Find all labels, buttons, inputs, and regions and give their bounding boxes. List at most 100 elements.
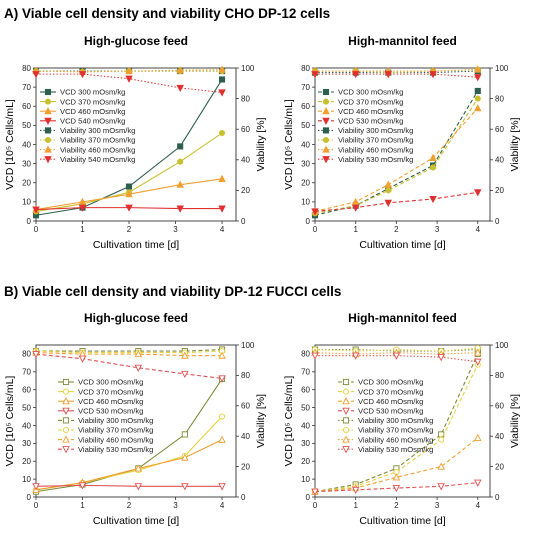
legend-label: VCD 460 mOsm/kg bbox=[60, 107, 125, 116]
data-point bbox=[134, 364, 143, 372]
legend-label: VCD 370 mOsm/kg bbox=[60, 97, 125, 106]
x-axis-label: Cultivation time [d] bbox=[93, 515, 179, 527]
data-point bbox=[474, 358, 482, 366]
legend-marker bbox=[342, 378, 350, 386]
legend-marker bbox=[62, 388, 70, 395]
series-8 bbox=[311, 71, 482, 82]
series-line bbox=[36, 73, 223, 94]
x-tick-label: 3 bbox=[173, 225, 178, 234]
data-point bbox=[392, 352, 401, 360]
data-point bbox=[438, 436, 445, 443]
data-point bbox=[437, 354, 445, 362]
legend-label: Viability 370 mOsm/kg bbox=[338, 136, 413, 145]
panel-title: High-mannitol feed bbox=[348, 311, 457, 325]
data-point bbox=[218, 129, 226, 137]
y-tick-label: 20 bbox=[301, 179, 310, 188]
legend-marker bbox=[62, 407, 70, 415]
data-point bbox=[78, 482, 87, 490]
y2-tick-label: 100 bbox=[495, 64, 509, 73]
x-tick-label: 2 bbox=[127, 501, 132, 510]
data-point bbox=[78, 71, 87, 79]
data-point bbox=[429, 153, 437, 161]
data-point bbox=[311, 208, 319, 216]
legend-label: VCD 460 mOsm/kg bbox=[338, 107, 403, 116]
y2-tick-label: 0 bbox=[241, 493, 246, 502]
y-tick-label: 0 bbox=[306, 217, 311, 226]
series-8 bbox=[311, 352, 482, 366]
legend-label: Viability 460 mOsm/kg bbox=[60, 145, 135, 154]
y-tick-label: 20 bbox=[22, 457, 31, 466]
y2-tick-label: 0 bbox=[495, 217, 500, 226]
legend-marker bbox=[322, 156, 330, 164]
y-tick-label: 40 bbox=[22, 140, 31, 149]
data-point bbox=[181, 453, 189, 461]
legend-label: Viability 300 mOsm/kg bbox=[338, 126, 413, 135]
legend-marker bbox=[322, 136, 330, 144]
y-tick-label: 70 bbox=[301, 368, 310, 377]
legend-label: VCD 300 mOsm/kg bbox=[338, 88, 403, 97]
data-point bbox=[134, 483, 143, 491]
legend-label: VCD 300 mOsm/kg bbox=[60, 88, 125, 97]
x-tick-label: 4 bbox=[476, 225, 481, 234]
legend-marker bbox=[62, 417, 70, 424]
y-tick-label: 10 bbox=[22, 198, 31, 207]
legend-marker bbox=[44, 145, 52, 153]
data-point bbox=[176, 84, 184, 93]
legend-marker bbox=[44, 156, 52, 164]
data-point bbox=[181, 483, 189, 491]
data-point bbox=[429, 71, 437, 79]
legend-marker bbox=[44, 127, 52, 134]
y-axis-label: VCD [10⁵ Cells/mL] bbox=[283, 376, 295, 467]
x-tick-label: 0 bbox=[34, 225, 39, 234]
y2-tick-label: 0 bbox=[241, 217, 246, 226]
data-point bbox=[392, 473, 401, 481]
data-point bbox=[218, 174, 226, 182]
data-point bbox=[384, 180, 392, 188]
y2-tick-label: 20 bbox=[495, 462, 504, 471]
y-tick-label: 0 bbox=[306, 493, 311, 502]
data-point bbox=[32, 71, 40, 79]
data-point bbox=[125, 66, 133, 75]
y-tick-label: 80 bbox=[22, 350, 31, 359]
legend-label: VCD 530 mOsm/kg bbox=[78, 407, 143, 416]
y-tick-label: 30 bbox=[22, 159, 31, 168]
y2-tick-label: 60 bbox=[495, 402, 504, 411]
y2-tick-label: 20 bbox=[241, 186, 250, 195]
data-point bbox=[474, 95, 481, 102]
x-tick-label: 2 bbox=[394, 225, 399, 234]
y2-tick-label: 40 bbox=[495, 432, 504, 441]
x-tick-label: 4 bbox=[220, 501, 225, 510]
series-line bbox=[36, 349, 223, 352]
series-5 bbox=[311, 68, 481, 76]
plot-frame bbox=[314, 344, 491, 498]
legend-label: VCD 300 mOsm/kg bbox=[358, 378, 423, 387]
y-tick-label: 0 bbox=[27, 217, 32, 226]
series-line bbox=[314, 191, 478, 212]
data-point bbox=[32, 351, 40, 359]
x-tick-label: 0 bbox=[313, 501, 318, 510]
y-tick-label: 30 bbox=[301, 159, 310, 168]
data-point bbox=[437, 462, 445, 470]
data-point bbox=[384, 71, 392, 79]
data-point bbox=[437, 483, 445, 491]
y2-tick-label: 40 bbox=[241, 156, 250, 165]
series-4 bbox=[32, 482, 226, 491]
y2-tick-label: 60 bbox=[241, 125, 250, 134]
y-tick-label: 80 bbox=[301, 350, 310, 359]
x-tick-label: 0 bbox=[313, 225, 318, 234]
x-axis-label: Cultivation time [d] bbox=[359, 515, 445, 527]
legend-marker bbox=[62, 397, 70, 405]
data-point bbox=[429, 195, 437, 204]
y2-axis-label: Viability [%] bbox=[255, 394, 267, 448]
legend-label: VCD 370 mOsm/kg bbox=[358, 387, 423, 396]
legend-label: Viability 460 mOsm/kg bbox=[78, 435, 153, 444]
legend-marker bbox=[342, 407, 350, 415]
y-tick-label: 30 bbox=[301, 439, 310, 448]
series-7 bbox=[32, 65, 226, 75]
